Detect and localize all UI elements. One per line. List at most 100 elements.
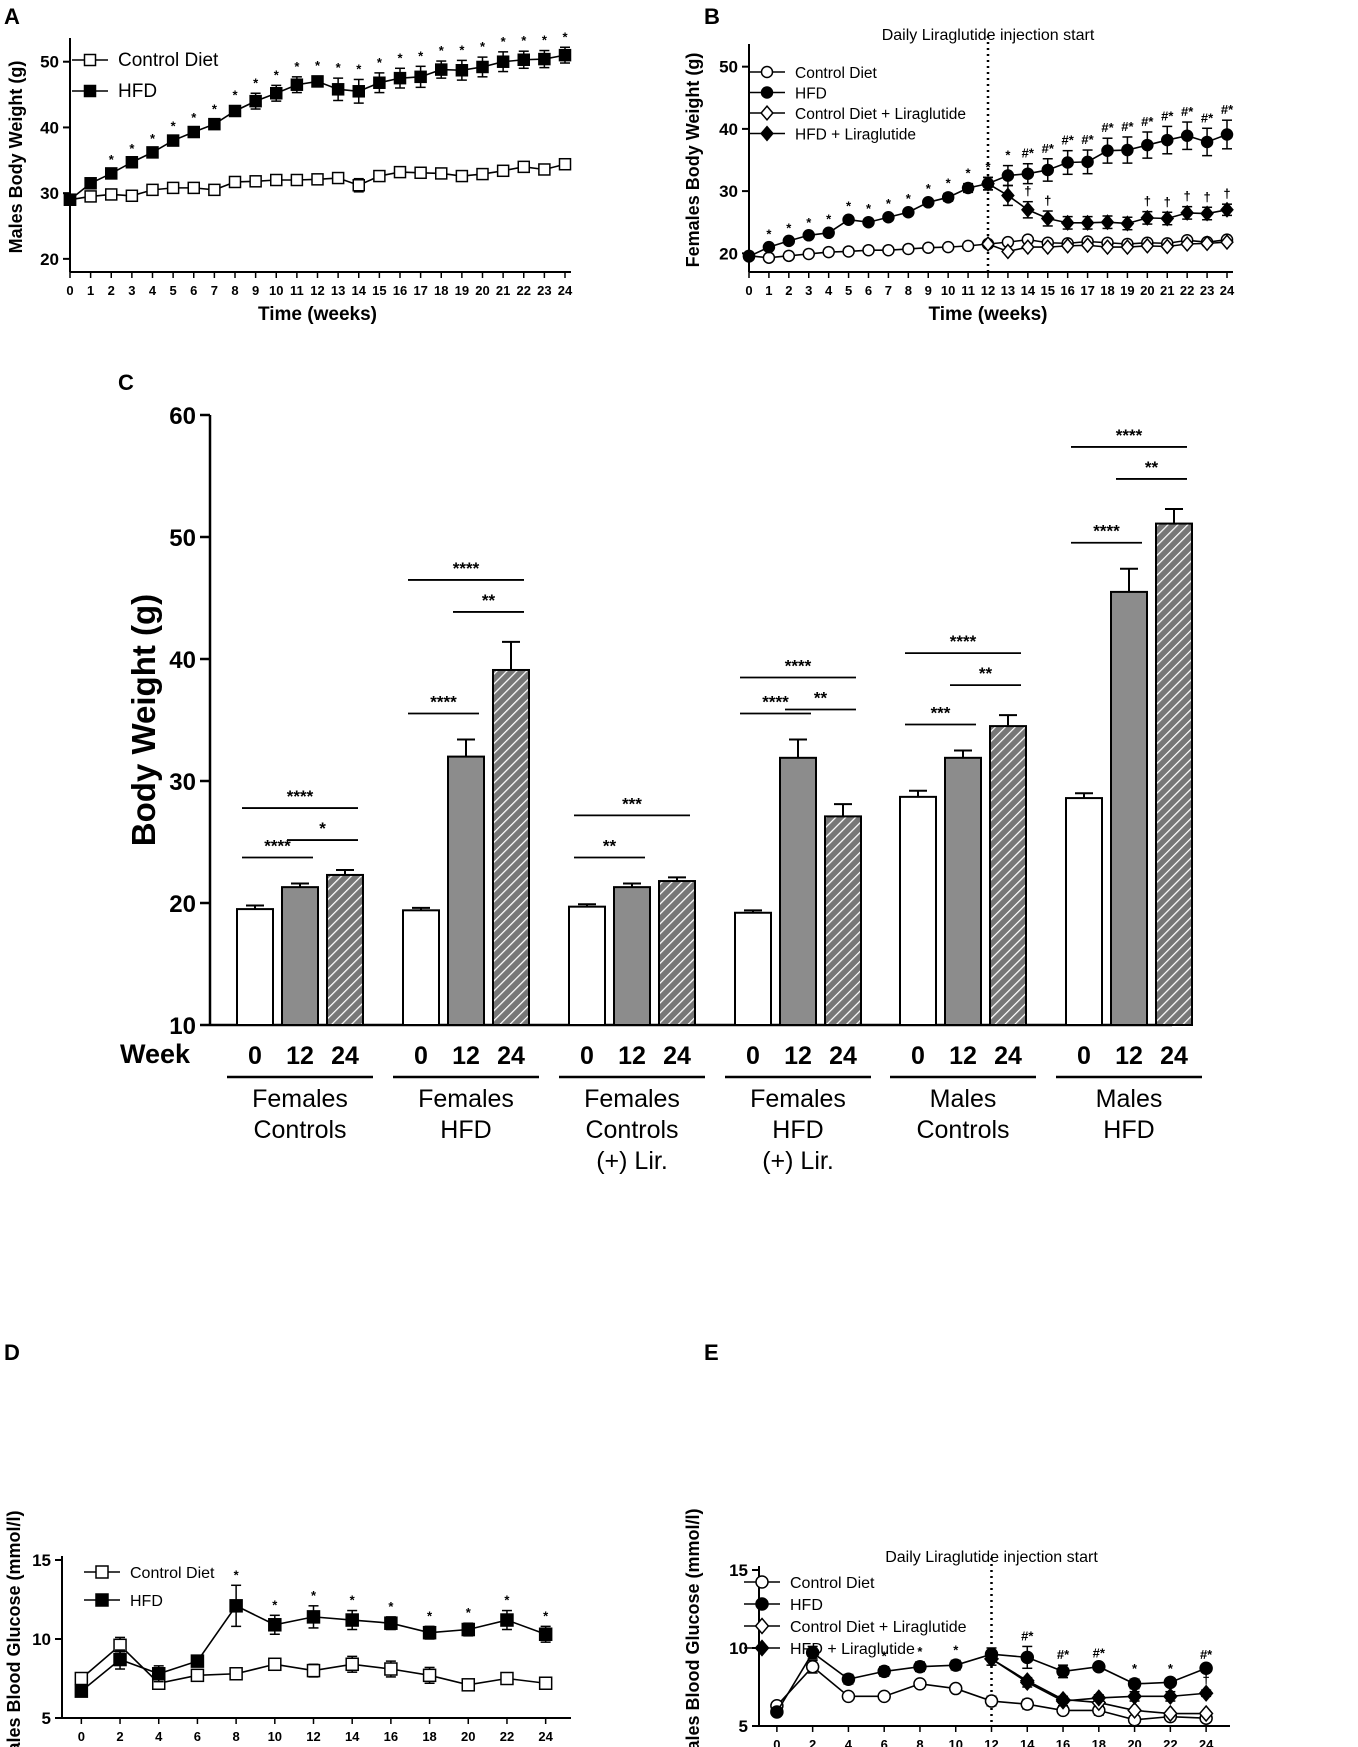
significance-marker: #* xyxy=(1062,133,1075,148)
data-point xyxy=(1021,239,1035,256)
data-point xyxy=(1220,201,1234,218)
x-tick-label: 0 xyxy=(66,283,73,298)
x-tick-label: 20 xyxy=(461,1729,475,1744)
significance-marker: * xyxy=(542,33,548,48)
data-point xyxy=(125,156,139,169)
data-point xyxy=(345,1613,359,1627)
significance-marker: † xyxy=(1167,1674,1174,1689)
data-point xyxy=(228,104,242,118)
x-tick-label: 22 xyxy=(517,283,531,298)
data-point xyxy=(822,245,835,259)
bar xyxy=(779,756,817,1026)
data-point xyxy=(1056,1664,1070,1679)
significance-marker: * xyxy=(350,1593,356,1608)
legend-marker xyxy=(760,86,774,99)
data-point xyxy=(1162,1687,1178,1706)
significance-marker: #* xyxy=(1057,1647,1070,1662)
significance-marker: * xyxy=(336,60,342,75)
significance-marker: * xyxy=(315,58,321,73)
data-point xyxy=(228,175,242,189)
significance-marker: #* xyxy=(1221,102,1234,117)
x-tick-label: 9 xyxy=(925,283,932,298)
bar xyxy=(824,815,862,1026)
x-tick-label: 12 xyxy=(981,283,995,298)
data-point xyxy=(345,1657,359,1672)
series-a-1: * * * * * * * * * * * * * * * * * * * * * * * xyxy=(63,29,572,206)
bar xyxy=(1110,590,1148,1026)
group-label: Males xyxy=(930,1085,997,1113)
data-point xyxy=(1060,214,1075,231)
legend-label: Control Diet + Liraglutide xyxy=(790,1619,967,1636)
data-point xyxy=(311,75,324,88)
group-label: HFD xyxy=(1103,1116,1154,1144)
data-point xyxy=(877,1689,891,1704)
data-point xyxy=(842,245,855,258)
x-tick-label: 16 xyxy=(384,1729,398,1744)
x-tick-label: 2 xyxy=(116,1729,123,1744)
significance-marker: #* xyxy=(1161,108,1174,123)
significance-marker: * xyxy=(866,201,872,216)
data-point xyxy=(1091,1689,1107,1707)
x-tick-label: 6 xyxy=(194,1729,201,1744)
significance-label: *** xyxy=(622,794,642,813)
data-point xyxy=(558,157,572,171)
y-axis-label: Body Weight (g) xyxy=(125,594,162,846)
y-tick-label: 10 xyxy=(729,1639,748,1658)
group-label: Controls xyxy=(585,1116,678,1144)
data-point xyxy=(902,206,915,219)
data-point xyxy=(762,251,776,264)
bar xyxy=(613,886,651,1027)
y-tick-label: 15 xyxy=(729,1561,748,1580)
group-label: (+) Lir. xyxy=(596,1147,668,1175)
significance-label: **** xyxy=(762,693,789,712)
legend-label: HFD xyxy=(118,81,157,102)
data-point xyxy=(393,71,407,85)
significance-marker: * xyxy=(397,50,403,65)
y-tick-label: 30 xyxy=(40,184,59,203)
data-point xyxy=(862,215,875,229)
week-tick-label: 24 xyxy=(663,1042,691,1070)
group-label: Females xyxy=(418,1085,514,1113)
data-point xyxy=(1001,169,1015,182)
data-point xyxy=(822,226,835,240)
data-point xyxy=(1200,235,1214,252)
data-point xyxy=(882,210,895,224)
data-point xyxy=(742,250,756,263)
x-tick-label: 20 xyxy=(475,283,489,298)
significance-marker: #* xyxy=(1201,110,1214,125)
data-point xyxy=(877,1664,891,1679)
panel-e: E51015024681012141618202224Time (weeks)F… xyxy=(683,1340,1230,1747)
significance-marker: † xyxy=(1024,184,1031,199)
significance-marker: * xyxy=(480,39,486,54)
bar xyxy=(492,668,530,1026)
y-tick-label: 20 xyxy=(169,891,196,918)
data-point xyxy=(435,167,448,180)
legend-d: Control Diet HFD xyxy=(84,1565,215,1610)
x-tick-label: 8 xyxy=(231,283,238,298)
x-tick-label: 9 xyxy=(252,283,259,298)
data-point xyxy=(422,1668,437,1683)
x-tick-label: 12 xyxy=(984,1737,998,1747)
x-tick-label: 3 xyxy=(128,283,135,298)
group-label: Females xyxy=(584,1085,680,1113)
significance-label: **** xyxy=(264,836,291,855)
data-point xyxy=(1200,135,1214,149)
y-tick-label: 40 xyxy=(169,647,196,674)
significance-marker: * xyxy=(826,212,832,227)
data-point xyxy=(1127,1701,1142,1720)
data-point xyxy=(922,196,935,209)
significance-marker: #* xyxy=(1022,146,1035,161)
data-point xyxy=(841,1672,856,1686)
data-point xyxy=(1019,1673,1035,1691)
data-point xyxy=(1160,210,1175,227)
significance-marker: * xyxy=(886,196,892,211)
data-point xyxy=(125,189,139,203)
significance-marker: * xyxy=(232,88,238,103)
y-tick-label: 50 xyxy=(169,525,196,552)
significance-marker: * xyxy=(946,176,952,191)
significance-marker: * xyxy=(459,42,465,57)
